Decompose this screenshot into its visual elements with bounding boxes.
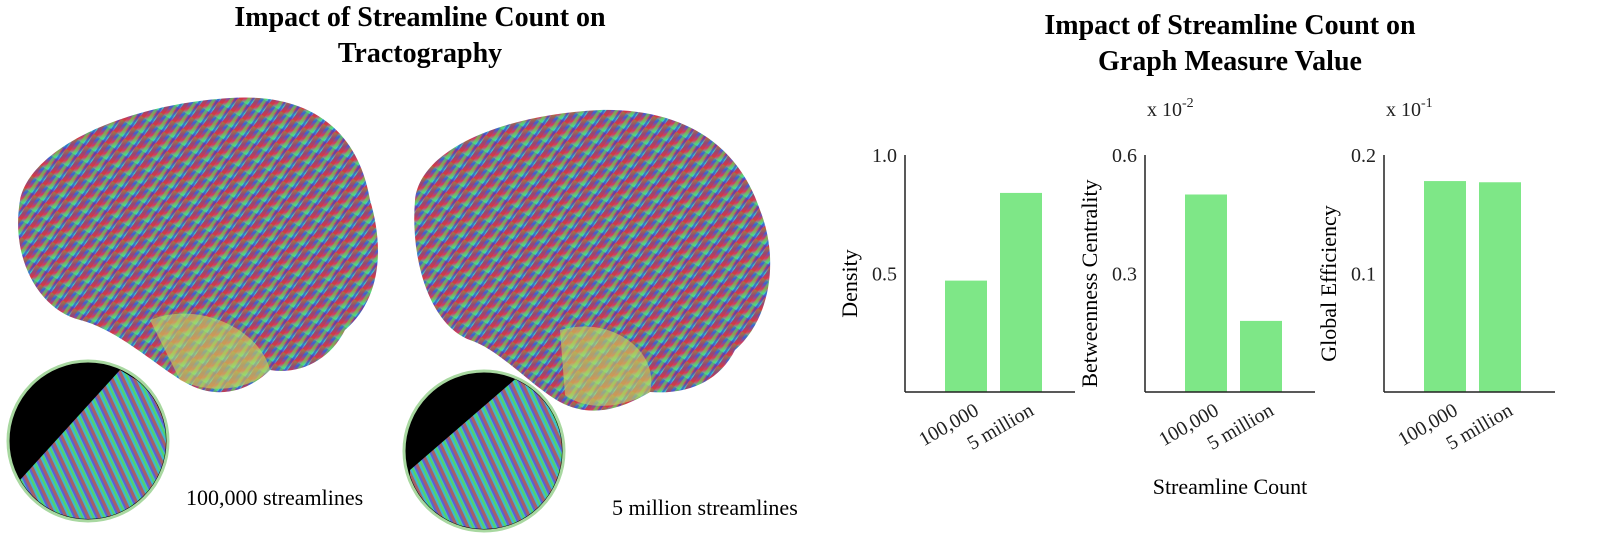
y-tick-label: 0.1 — [1351, 264, 1376, 286]
caption-5m: 5 million streamlines — [612, 495, 798, 520]
bar-5m — [1240, 320, 1282, 392]
y-tick-label: 0.6 — [1112, 145, 1137, 167]
x-tick-label: 100,000 — [1394, 399, 1461, 451]
x-tick-label: 5 million — [1442, 399, 1516, 454]
y-tick-label: 0.2 — [1351, 145, 1376, 167]
zoom-inset-5m — [402, 369, 566, 533]
brain-image-5m — [414, 109, 771, 411]
bar-100k — [1185, 194, 1227, 392]
y-tick-label: 0.5 — [872, 264, 897, 286]
x-tick-label: 100,000 — [915, 399, 982, 451]
zoom-inset-100k — [6, 359, 170, 523]
y-tick-label: 1.0 — [872, 145, 897, 167]
y-axis-label: Density — [837, 249, 862, 317]
brain-image-100k — [18, 97, 378, 393]
x-tick-label: 5 million — [1203, 399, 1277, 454]
right-panel-title: Impact of Streamline Count on Graph Meas… — [1044, 10, 1416, 77]
caption-100k: 100,000 streamlines — [186, 485, 364, 510]
bar-5m — [1479, 182, 1521, 392]
x-axis-label: Streamline Count — [1153, 474, 1308, 499]
x-tick-label: 5 million — [963, 399, 1037, 454]
y-axis-label: Betweenness Centrality — [1077, 179, 1102, 387]
left-panel-title: Impact of Streamline Count on Tractograp… — [234, 2, 606, 69]
bar-100k — [945, 280, 987, 392]
y-axis-label: Global Efficiency — [1316, 205, 1341, 362]
bar-100k — [1424, 181, 1466, 392]
tractography-panel — [6, 97, 771, 533]
exponent-label: x 10-2 — [1147, 96, 1194, 121]
exponent-label: x 10-1 — [1386, 96, 1433, 121]
y-tick-label: 0.3 — [1112, 264, 1137, 286]
bar-5m — [1000, 192, 1042, 392]
x-tick-label: 100,000 — [1155, 399, 1222, 451]
